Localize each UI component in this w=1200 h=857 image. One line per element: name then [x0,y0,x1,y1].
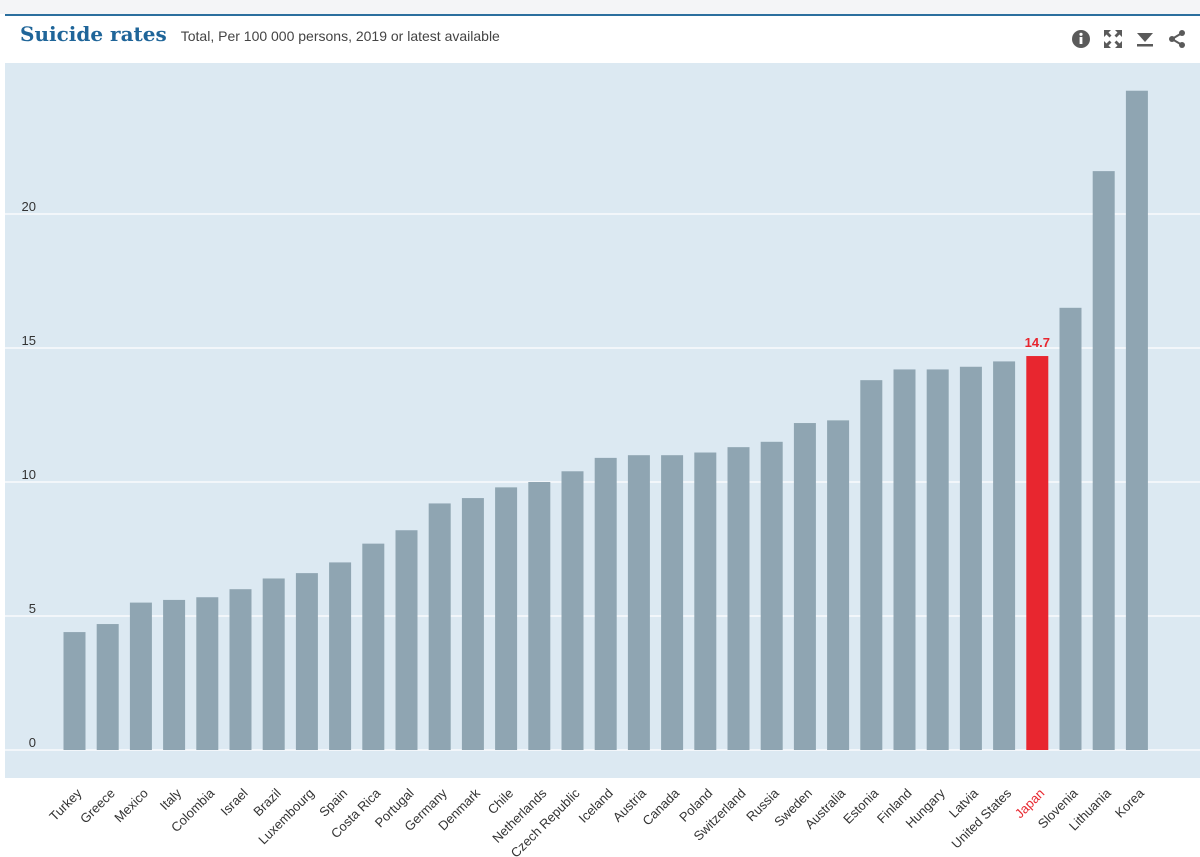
bar-costa-rica[interactable] [362,543,385,750]
y-tick-label: 15 [22,333,36,348]
chart-title: Suicide rates [20,22,167,46]
bar-netherlands[interactable] [528,482,551,750]
bar-spain[interactable] [329,562,352,750]
bar-brazil[interactable] [262,578,285,750]
header-rule [5,14,1200,16]
bar-mexico[interactable] [129,602,152,750]
top-strip [0,0,1200,14]
toolbar [1070,28,1188,50]
x-tick-label: Italy [157,785,185,813]
y-axis-ticks: 0 5 10 15 20 [22,199,36,750]
bar-united-states[interactable] [993,361,1016,750]
x-tick-label: Greece [77,786,118,827]
bar-luxembourg[interactable] [295,573,318,750]
bar-chile[interactable] [495,487,518,750]
bar-japan[interactable] [1026,356,1049,750]
x-tick-label: Iceland [576,786,616,826]
bar-poland[interactable] [694,452,717,750]
bar-switzerland[interactable] [727,447,750,750]
bar-denmark[interactable] [461,498,484,750]
bar-korea[interactable] [1125,90,1148,751]
bar-czech-republic[interactable] [561,471,584,750]
bar-austria[interactable] [627,455,650,750]
chart-subtitle: Total, Per 100 000 persons, 2019 or late… [180,28,500,44]
bar-turkey[interactable] [63,632,86,750]
chart-header: Suicide rates Total, Per 100 000 persons… [20,22,500,52]
bar-australia[interactable] [827,420,850,750]
x-tick-label: Canada [639,785,682,828]
bar-greece[interactable] [96,624,119,750]
bar-lithuania[interactable] [1092,171,1115,750]
annotations: 14.7 [1025,335,1050,350]
bar-iceland[interactable] [594,457,617,750]
bar-russia[interactable] [760,441,783,750]
x-tick-label: Estonia [840,785,882,827]
bar-colombia[interactable] [196,597,219,750]
download-icon[interactable] [1134,28,1156,50]
y-tick-label: 5 [29,601,36,616]
bar-italy[interactable] [163,599,186,750]
x-tick-label: Israel [218,785,251,818]
x-tick-label: Mexico [111,786,151,826]
y-tick-label: 20 [22,199,36,214]
info-icon[interactable] [1070,28,1092,50]
bar-estonia[interactable] [860,380,883,750]
share-icon[interactable] [1166,28,1188,50]
bar-latvia[interactable] [959,366,982,750]
bar-slovenia[interactable] [1059,307,1082,750]
y-tick-label: 0 [29,735,36,750]
highlight-value-label: 14.7 [1025,335,1050,350]
bar-germany[interactable] [428,503,451,750]
x-tick-label: Korea [1112,785,1148,821]
bar-canada[interactable] [661,455,684,750]
bar-hungary[interactable] [926,369,949,750]
bar-finland[interactable] [893,369,916,750]
bars [63,90,1148,751]
expand-icon[interactable] [1102,28,1124,50]
bar-israel[interactable] [229,589,252,750]
bar-sweden[interactable] [793,423,816,750]
y-tick-label: 10 [22,467,36,482]
bar-portugal[interactable] [395,530,418,750]
